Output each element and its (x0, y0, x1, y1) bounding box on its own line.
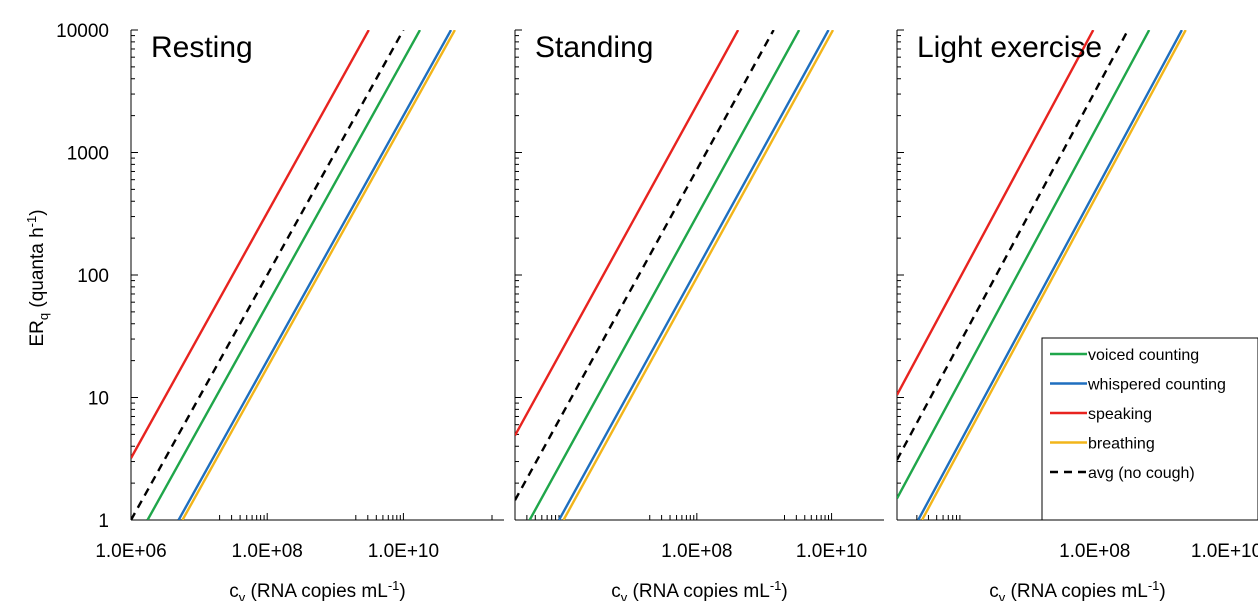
x-tick-label: 1.0E+06 (95, 541, 166, 562)
x-axis-label-sup: -1 (1148, 578, 1160, 593)
x-tick-label: 1.0E+10 (796, 541, 867, 562)
legend-label: speaking (1088, 406, 1152, 423)
y-axis-label-sup: -1 (24, 216, 39, 228)
x-tick-label: 1.0E+08 (661, 541, 732, 562)
x-axis-label-end: ) (1159, 581, 1165, 601)
panel-3: 1.0E+08 1.0E+10 Light exercise cv (RNA copi… (896, 29, 1258, 601)
y-axis-label-rest: (quanta h (27, 227, 48, 313)
series-line-breathing (562, 30, 835, 520)
panel-title: Standing (535, 31, 653, 64)
series-line-speaking (897, 30, 1095, 396)
y-tick-label: 1000 (67, 144, 109, 165)
y-tick-label: 10000 (56, 21, 109, 42)
y-axis-label-sub: q (36, 313, 51, 320)
x-axis-label-end: ) (781, 581, 787, 601)
y-axis-label: ERq (quanta h-1) (24, 209, 51, 346)
x-axis-label-sub: v (239, 590, 246, 601)
series-line-voiced-counting (146, 30, 422, 520)
x-axis-label: cv (RNA copies mL-1) (229, 578, 405, 601)
legend-box (1041, 337, 1258, 521)
series-line-speaking (131, 30, 370, 459)
series-line-voiced-counting (528, 30, 801, 520)
y-axis: 1 10 100 1000 10000 (56, 21, 109, 532)
series-line-speaking (515, 30, 740, 437)
panel-series (897, 30, 1187, 520)
y-tick-label: 10 (88, 389, 109, 410)
panel-title: Resting (151, 31, 253, 64)
x-axis-label-sup: -1 (388, 578, 400, 593)
y-axis-label-end: ) (27, 209, 48, 215)
panel-series (515, 30, 835, 520)
panel-1: 1.0E+06 1.0E+08 1.0E+10 Resting cv (RNA copi… (95, 29, 504, 601)
legend-label: voiced counting (1088, 347, 1199, 364)
x-axis-label-sub: v (999, 590, 1006, 601)
x-axis-label-main: c (611, 581, 621, 601)
panel-series (131, 30, 456, 520)
x-axis-label: cv (RNA copies mL-1) (989, 578, 1165, 601)
x-axis-label-end: ) (399, 581, 405, 601)
x-axis-label-rest: (RNA copies mL (627, 581, 770, 601)
y-axis-label-main: ER (27, 320, 48, 346)
x-axis-label-rest: (RNA copies mL (245, 581, 388, 601)
legend-label: whispered counting (1087, 377, 1226, 394)
legend: voiced counting whispered counting speakin… (1041, 337, 1258, 521)
series-line-whispered-counting (177, 30, 453, 520)
panel-2: 1.0E+08 1.0E+10 Standing cv (RNA copies mL-… (514, 29, 884, 601)
x-axis-label-rest: (RNA copies mL (1005, 581, 1148, 601)
series-line-voiced-counting (897, 30, 1151, 499)
panel-title: Light exercise (917, 31, 1102, 64)
series-line-whispered-counting (917, 30, 1183, 520)
legend-label: breathing (1088, 436, 1155, 453)
x-axis-label-sub: v (621, 590, 628, 601)
series-line-whispered-counting (557, 30, 830, 520)
x-axis-label-main: c (229, 581, 239, 601)
x-tick-label: 1.0E+08 (232, 541, 303, 562)
x-axis-label: cv (RNA copies mL-1) (611, 578, 787, 601)
series-line-breathing (181, 30, 456, 520)
series-line-avg-no-cough- (131, 30, 405, 520)
y-tick-label: 1 (98, 511, 109, 532)
x-axis-label-sup: -1 (770, 578, 782, 593)
x-tick-label: 1.0E+10 (1191, 541, 1258, 562)
series-line-breathing (921, 30, 1187, 520)
series-line-avg-no-cough- (897, 30, 1130, 461)
y-tick-label: 100 (77, 266, 109, 287)
x-tick-label: 1.0E+08 (1059, 541, 1130, 562)
legend-label: avg (no cough) (1088, 465, 1195, 482)
series-line-avg-no-cough- (515, 30, 775, 501)
x-axis-label-main: c (989, 581, 999, 601)
x-tick-label: 1.0E+10 (368, 541, 439, 562)
